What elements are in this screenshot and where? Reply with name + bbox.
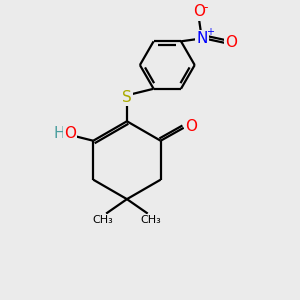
Text: S: S (122, 90, 132, 105)
Text: +: + (206, 27, 214, 37)
Text: CH₃: CH₃ (141, 215, 161, 225)
Text: -: - (204, 1, 208, 14)
Text: H: H (53, 126, 65, 141)
Text: O: O (64, 126, 76, 141)
Text: N: N (196, 31, 207, 46)
Text: O: O (226, 35, 238, 50)
Text: O: O (193, 4, 205, 20)
Text: CH₃: CH₃ (92, 215, 113, 225)
Text: O: O (185, 119, 197, 134)
